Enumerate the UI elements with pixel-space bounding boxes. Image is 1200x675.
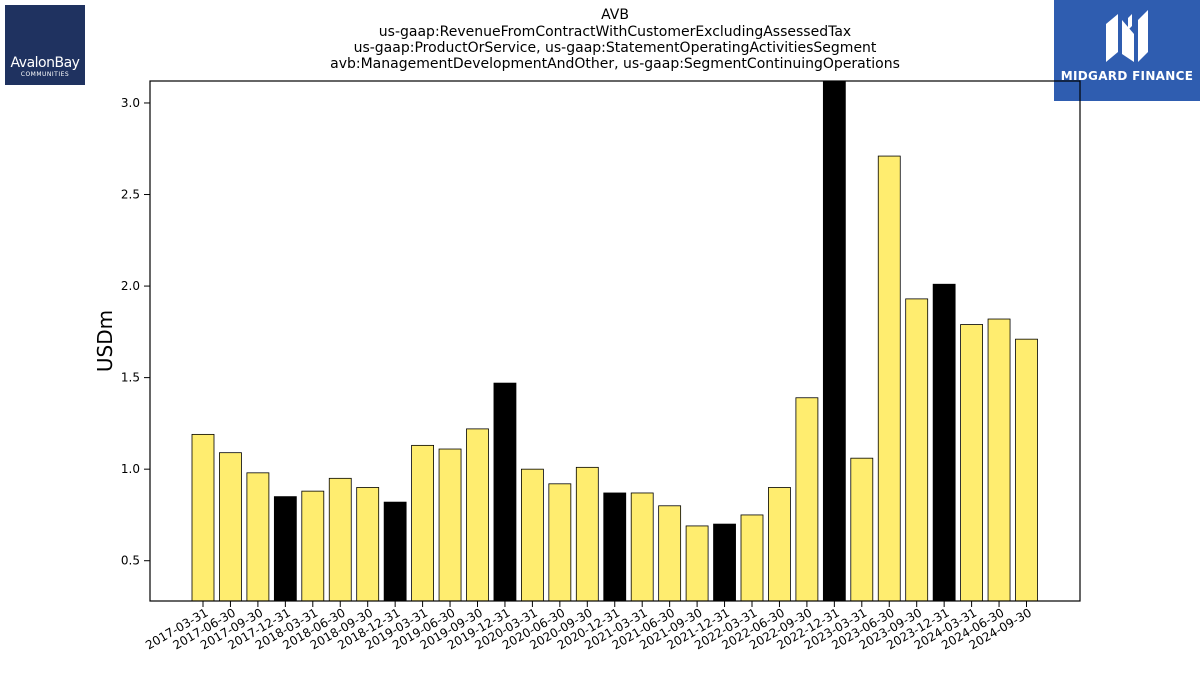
bar-2024-09-30 [1015, 338, 1038, 602]
bar-2023-09-30 [905, 298, 929, 602]
bar-2017-03-31 [191, 433, 215, 602]
bar-2021-06-30 [658, 505, 682, 602]
bar-2020-06-30 [548, 483, 572, 602]
bar-2024-03-31 [960, 324, 983, 602]
bar-2020-09-30 [575, 466, 599, 602]
bar-2018-09-30 [356, 487, 380, 602]
avalonbay-logo-subtext: COMMUNITIES [20, 71, 70, 78]
bar-2021-12-31 [713, 523, 736, 602]
bar-2022-09-30 [795, 397, 819, 602]
avalonbay-logo-text: AvalonBay [10, 55, 80, 71]
bar-2019-03-31 [411, 444, 435, 602]
y-tick-label: 1.0 [121, 462, 140, 476]
bar-2022-03-31 [740, 514, 764, 602]
bar-2018-03-31 [301, 490, 325, 602]
bar-2021-03-31 [630, 492, 654, 602]
chart-title-line-2: us-gaap:RevenueFromContractWithCustomerE… [378, 24, 852, 40]
chart-title-line-3: us-gaap:ProductOrService, us-gaap:Statem… [353, 40, 877, 56]
bar-2019-06-30 [438, 448, 462, 602]
bar-2018-12-31 [383, 501, 407, 602]
midgard-finance-logo: MIDGARD FINANCE [1054, 0, 1200, 101]
y-tick-label: 0.5 [121, 554, 140, 568]
chart-title-line-4: avb:ManagementDevelopmentAndOther, us-ga… [330, 56, 900, 72]
bar-2020-12-31 [603, 492, 627, 602]
midgard-m-icon [1106, 10, 1148, 62]
bar-2019-09-30 [466, 428, 489, 602]
bar-2023-06-30 [877, 155, 901, 602]
bar-2018-06-30 [328, 477, 352, 602]
bar-2017-09-30 [246, 472, 270, 602]
bar-2022-12-31 [822, 80, 846, 602]
plot-frame [149, 80, 1081, 602]
bar-2021-09-30 [685, 525, 709, 602]
y-tick-label: 2.5 [121, 188, 140, 202]
y-tick-label: 2.0 [121, 279, 140, 293]
bar-2020-03-31 [521, 468, 544, 602]
bar-2023-03-31 [850, 457, 874, 602]
midgard-finance-logo-text: MIDGARD FINANCE [1060, 69, 1194, 83]
chart-title-line-1: AVB [601, 7, 629, 23]
x-axis-ticks: 2017-03-312017-06-302017-09-302017-12-31… [143, 601, 1034, 652]
y-axis-label: USDm [93, 310, 117, 372]
y-tick-label: 3.0 [121, 96, 140, 110]
bar-series [191, 80, 1038, 602]
bar-2017-06-30 [219, 452, 242, 602]
y-tick-label: 1.5 [121, 371, 140, 385]
avalonbay-logo: AvalonBay COMMUNITIES [5, 5, 85, 85]
bar-2019-12-31 [493, 382, 517, 602]
bar-2023-12-31 [932, 283, 956, 602]
bar-2022-06-30 [768, 487, 791, 602]
bar-2024-06-30 [987, 318, 1011, 602]
y-axis-ticks: 0.5 1.0 1.5 2.0 2.5 3.0 [121, 96, 150, 568]
bar-2017-12-31 [273, 496, 297, 602]
